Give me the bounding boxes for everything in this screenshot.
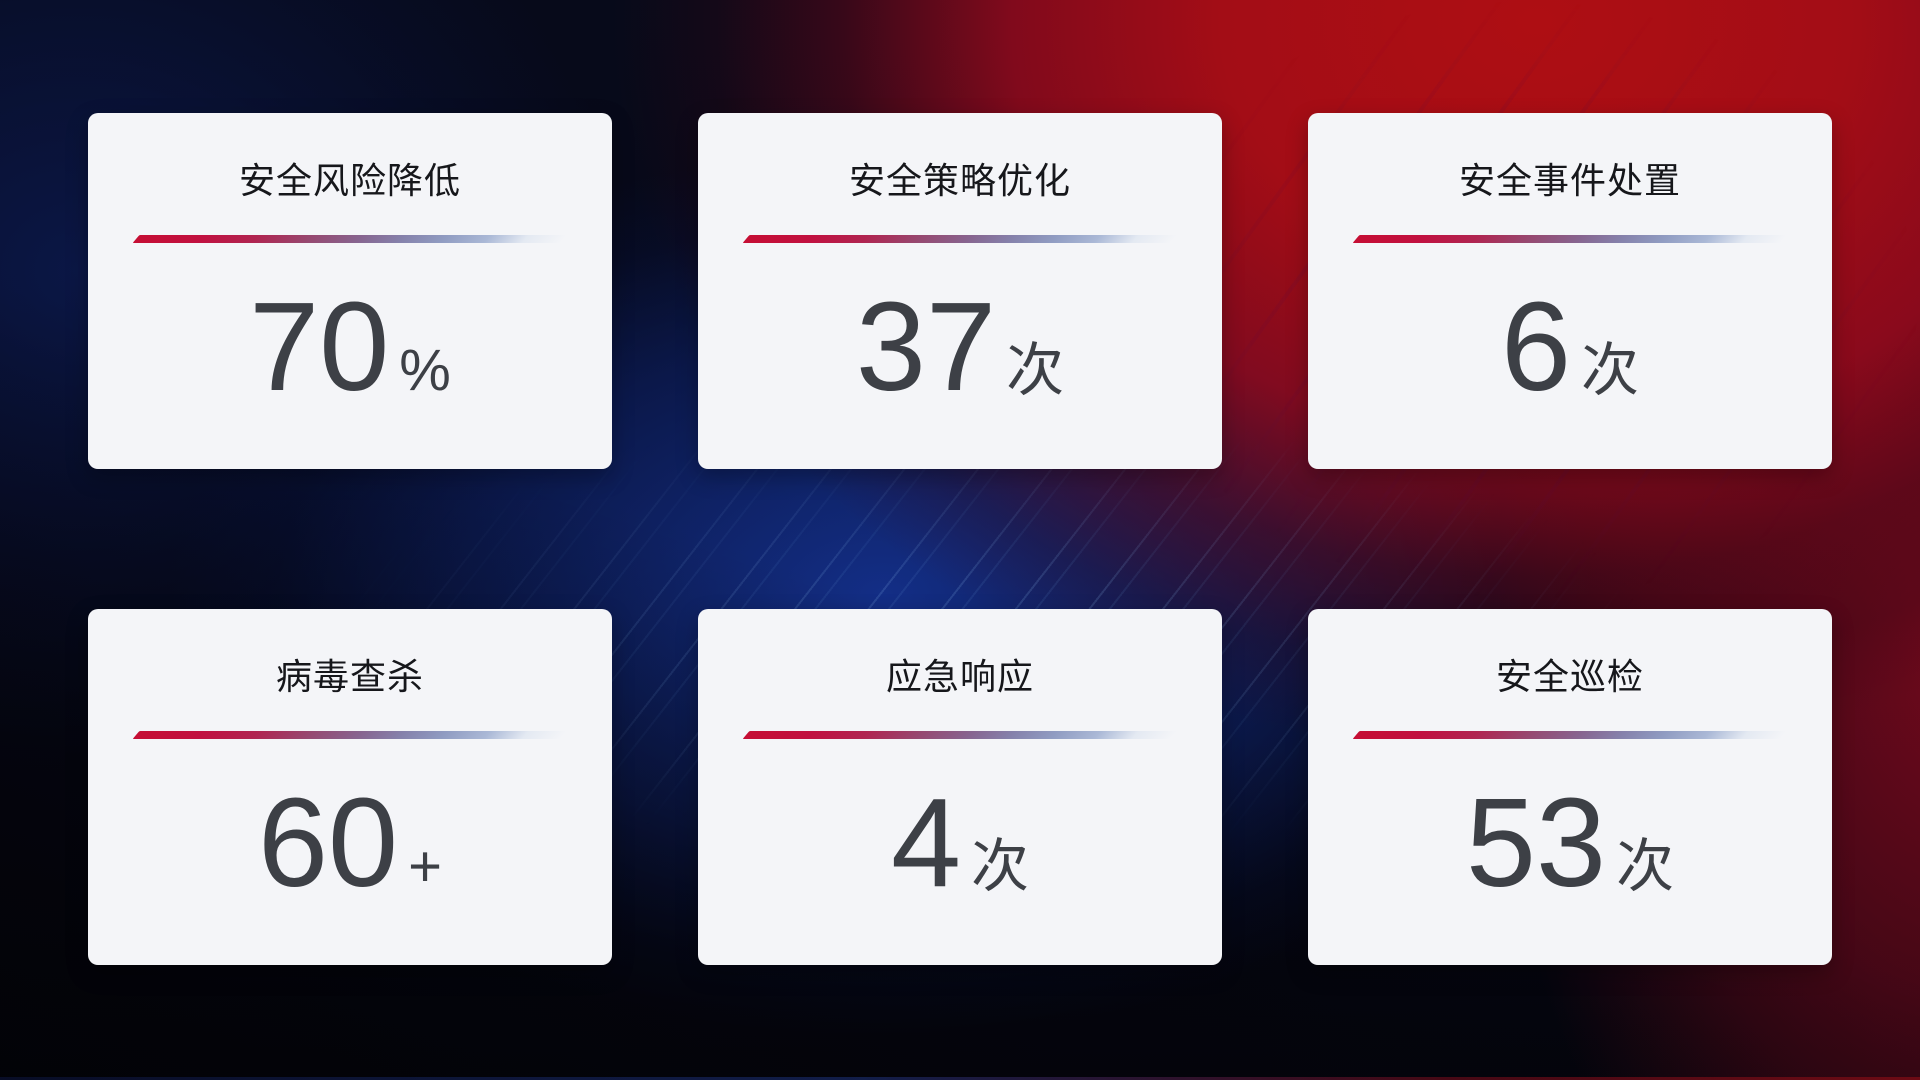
card-title: 应急响应 (885, 656, 1034, 697)
gradient-divider (742, 731, 1178, 739)
gradient-divider (742, 235, 1178, 243)
bottom-edge-gradient (0, 1077, 1920, 1080)
gradient-divider (132, 235, 568, 243)
gradient-divider (1352, 235, 1788, 243)
card-security-inspection: 安全巡检 53 次 (1308, 609, 1832, 965)
stat-value: 6 (1500, 276, 1572, 417)
stat-unit: 次 (971, 834, 1030, 899)
card-title: 安全事件处置 (1458, 160, 1681, 201)
stat-unit: 次 (1006, 338, 1065, 403)
card-title: 安全风险降低 (238, 160, 461, 201)
stat-unit: % (399, 338, 451, 403)
card-title: 安全策略优化 (848, 160, 1071, 201)
value-row: 6 次 (1501, 243, 1639, 469)
stat-value: 4 (890, 772, 962, 913)
value-row: 53 次 (1466, 739, 1674, 965)
value-row: 60 + (258, 739, 442, 965)
card-security-policy-optimization: 安全策略优化 37 次 (698, 113, 1222, 469)
stat-unit: 次 (1581, 338, 1640, 403)
card-virus-scan: 病毒查杀 60 + (88, 609, 612, 965)
gradient-divider (132, 731, 568, 739)
stat-value: 53 (1465, 772, 1607, 913)
value-row: 37 次 (856, 243, 1064, 469)
stat-unit: 次 (1616, 834, 1675, 899)
value-row: 4 次 (891, 739, 1029, 965)
gradient-divider (1352, 731, 1788, 739)
card-title: 安全巡检 (1495, 656, 1644, 697)
card-security-incident-handling: 安全事件处置 6 次 (1308, 113, 1832, 469)
stat-value: 37 (855, 276, 997, 417)
card-emergency-response: 应急响应 4 次 (698, 609, 1222, 965)
stat-value: 70 (249, 276, 390, 417)
stat-value: 60 (257, 772, 399, 913)
card-security-risk-reduction: 安全风险降低 70 % (88, 113, 612, 469)
card-title: 病毒查杀 (275, 656, 424, 697)
stat-unit: + (408, 834, 443, 899)
value-row: 70 % (249, 243, 451, 469)
